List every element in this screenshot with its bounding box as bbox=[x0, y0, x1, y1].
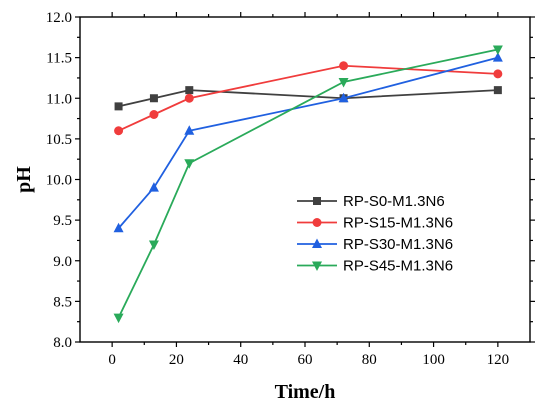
series-line bbox=[117, 48, 499, 319]
x-axis-title: Time/h bbox=[275, 381, 336, 403]
legend-item: RP-S0-M1.3N6 bbox=[297, 193, 445, 210]
data-point bbox=[114, 102, 123, 111]
series-3 bbox=[113, 52, 503, 233]
series-2 bbox=[114, 61, 503, 136]
data-point bbox=[338, 92, 349, 103]
y-tick-label: 12.0 bbox=[46, 10, 72, 26]
legend-marker bbox=[312, 218, 322, 227]
legend-label: RP-S30-M1.3N6 bbox=[343, 236, 453, 253]
y-tick-label: 9.0 bbox=[53, 254, 72, 270]
x-tick-label: 40 bbox=[233, 352, 248, 368]
x-tick-label: 100 bbox=[422, 352, 445, 368]
data-point bbox=[185, 86, 194, 95]
data-point bbox=[339, 61, 349, 71]
legend-label: RP-S15-M1.3N6 bbox=[343, 215, 453, 232]
data-point bbox=[338, 78, 349, 88]
x-tick-label: 80 bbox=[362, 352, 377, 368]
data-point bbox=[113, 222, 124, 233]
legend-marker bbox=[312, 238, 322, 248]
data-point bbox=[492, 45, 503, 55]
legend-item: RP-S45-M1.3N6 bbox=[297, 258, 453, 275]
x-tick-label: 120 bbox=[487, 352, 510, 368]
data-point bbox=[184, 125, 195, 135]
plot-frame bbox=[79, 16, 531, 343]
data-point bbox=[149, 110, 159, 119]
legend-item: RP-S30-M1.3N6 bbox=[297, 236, 453, 253]
y-tick-label: 10.5 bbox=[46, 132, 72, 148]
data-point bbox=[493, 69, 503, 79]
y-tick-label: 8.5 bbox=[53, 294, 72, 310]
legend-item: RP-S15-M1.3N6 bbox=[297, 215, 453, 232]
data-point bbox=[114, 126, 124, 136]
legend-marker bbox=[312, 261, 322, 271]
x-tick-label: 60 bbox=[298, 352, 313, 368]
y-tick-label: 11.0 bbox=[46, 91, 72, 107]
legend-marker bbox=[313, 197, 321, 205]
y-tick-label: 9.5 bbox=[53, 213, 72, 229]
series-line bbox=[118, 64, 498, 132]
x-tick-label: 20 bbox=[169, 352, 184, 368]
data-point bbox=[184, 93, 194, 103]
series-layer bbox=[113, 45, 503, 324]
x-tick-label: 0 bbox=[108, 352, 116, 368]
y-tick-label: 10.0 bbox=[46, 173, 72, 189]
y-tick-label: 11.5 bbox=[46, 51, 72, 67]
axes: 0 20 40 60 80 100 120 8.0 8.5 9.0 9.5 10.0 10.5 11.0 1… bbox=[46, 10, 535, 368]
data-point bbox=[149, 94, 158, 103]
legend-label: RP-S45-M1.3N6 bbox=[343, 258, 453, 275]
data-point bbox=[493, 86, 502, 95]
data-point bbox=[184, 159, 195, 169]
data-point bbox=[148, 240, 159, 250]
legend: RP-S0-M1.3N6 RP-S15-M1.3N6 RP-S30-M1.3N6 RP… bbox=[297, 193, 453, 275]
series-4 bbox=[113, 45, 503, 324]
data-point bbox=[492, 52, 503, 62]
y-tick-label: 8.0 bbox=[53, 335, 72, 351]
legend-label: RP-S0-M1.3N6 bbox=[343, 193, 445, 210]
data-point bbox=[148, 182, 159, 192]
y-axis-title: pH bbox=[13, 166, 35, 193]
data-point bbox=[113, 313, 124, 324]
